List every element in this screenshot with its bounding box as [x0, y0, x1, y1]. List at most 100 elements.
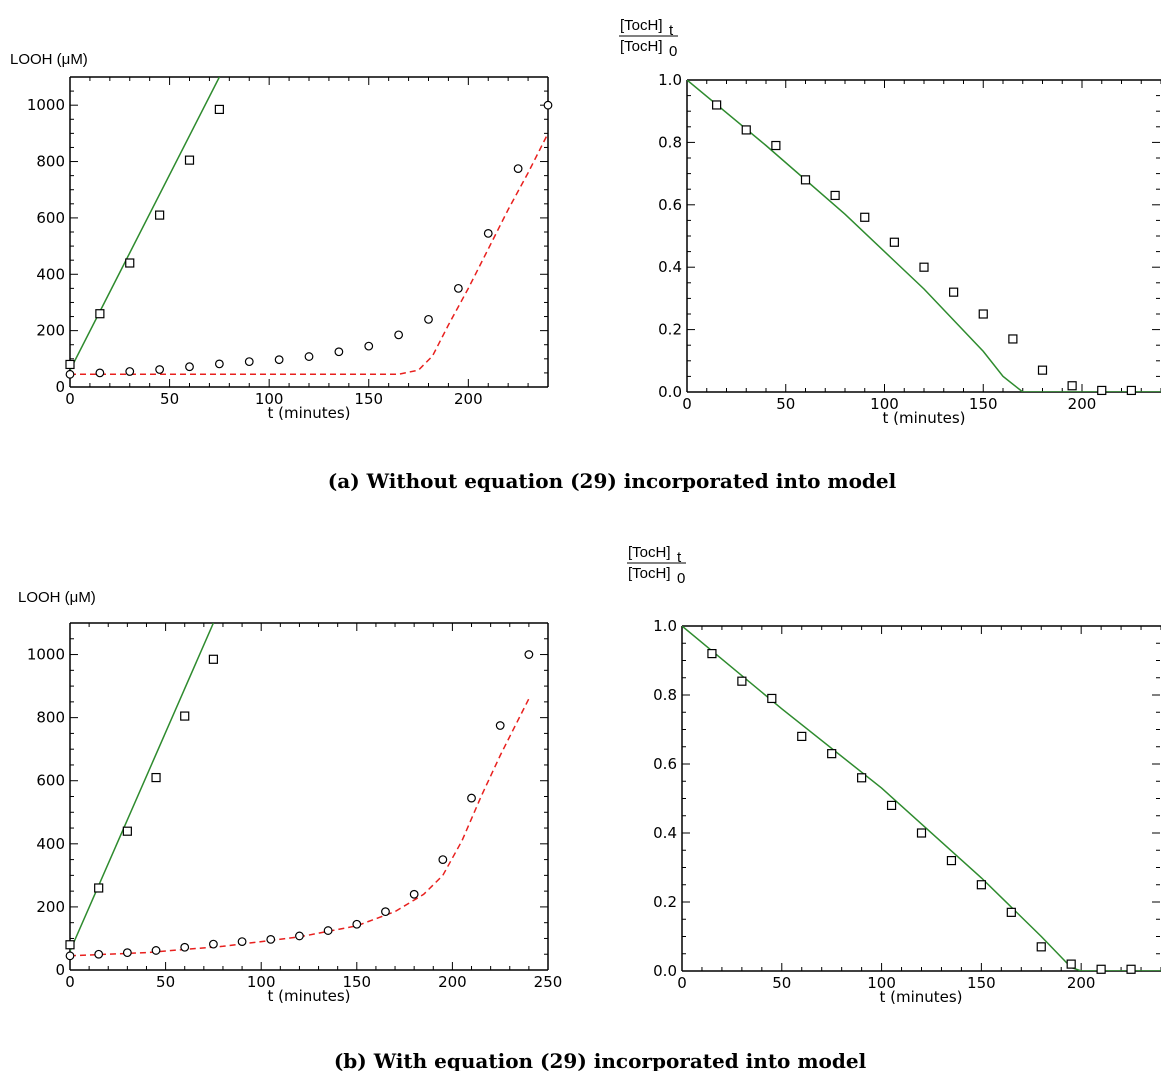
chart-b-left: 0 50 100 150 200 250 0 200 400 600 800 1000 t (minut… — [18, 589, 562, 1005]
y-tick-label: 600 — [36, 209, 65, 227]
chart-a-right: 0 50 100 150 200 0.0 0.2 0.4 0.6 0.8 1.0 t (minutes… — [619, 17, 1161, 427]
x-tick-label: 200 — [454, 390, 483, 408]
x-tick-label: 50 — [156, 973, 175, 991]
data-point-circle — [453, 283, 463, 293]
model-curve-model_green — [70, 623, 215, 952]
x-tick-label: 0 — [65, 973, 75, 991]
data-point-square — [1037, 365, 1048, 375]
data-point-circle — [155, 365, 165, 374]
y-tick-label: 200 — [36, 322, 65, 340]
x-tick-label: 100 — [870, 395, 899, 413]
y-axis-label-denominator: [TocH] — [620, 38, 663, 55]
y-tick-label: 400 — [36, 265, 65, 283]
data-point-square — [1066, 959, 1076, 969]
x-tick-label: 0 — [677, 974, 687, 992]
data-point-circle — [185, 362, 194, 372]
data-point-circle — [237, 937, 247, 947]
data-point-circle — [352, 919, 362, 929]
y-axis-label-numerator-sub: t — [669, 22, 674, 39]
data-point-square — [1008, 334, 1018, 344]
data-point-square — [1126, 385, 1136, 396]
data-point-circle — [424, 314, 433, 324]
x-tick-label: 100 — [247, 973, 276, 991]
x-tick-label: 150 — [969, 395, 998, 413]
data-point-square — [949, 287, 959, 297]
data-point-circle — [122, 948, 132, 958]
data-point-square — [1126, 964, 1136, 974]
data-point-square — [889, 237, 899, 247]
y-tick-label: 0.4 — [658, 258, 682, 276]
model-curve-model_red — [70, 133, 548, 376]
y-tick-label: 600 — [36, 772, 65, 790]
chart-a-left: 0 50 100 150 200 0 200 400 600 800 1000 t (minutes)… — [10, 51, 553, 422]
data-point-square — [737, 676, 747, 686]
data-point-square — [151, 772, 161, 783]
data-point-circle — [208, 939, 218, 949]
data-point-square — [916, 828, 927, 838]
y-tick-label: 1.0 — [658, 71, 682, 89]
y-tick-label: 1000 — [27, 96, 65, 114]
x-axis-label: t (minutes) — [879, 988, 962, 1006]
data-point-square — [65, 940, 75, 950]
data-point-square — [946, 855, 957, 866]
data-point-circle — [495, 721, 505, 730]
y-axis-label: LOOH (μM) — [18, 589, 96, 606]
model-curve-model_green — [70, 77, 221, 371]
y-tick-label: 200 — [36, 898, 65, 916]
data-point-circle — [65, 951, 75, 961]
data-point-square — [1036, 942, 1046, 952]
data-point-circle — [266, 935, 276, 944]
data-point-square — [155, 210, 165, 220]
data-point-circle — [304, 352, 314, 361]
y-tick-label: 0.0 — [653, 962, 677, 980]
model-curve-model_green — [687, 80, 1161, 392]
caption-a: (a) Without equation (29) incorporated i… — [328, 469, 897, 493]
data-point-square — [860, 212, 870, 222]
y-axis-label-denominator: [TocH] — [628, 565, 671, 582]
x-tick-label: 200 — [438, 973, 467, 991]
data-point-circle — [244, 357, 254, 367]
y-axis-label-denominator-sub: 0 — [677, 570, 685, 587]
y-tick-label: 0.6 — [658, 196, 682, 214]
data-point-circle — [364, 341, 374, 351]
data-point-circle — [180, 942, 190, 952]
y-axis-label: LOOH (μM) — [10, 51, 88, 68]
y-tick-label: 0.2 — [653, 893, 677, 911]
data-point-square — [978, 309, 988, 319]
y-tick-label: 1.0 — [653, 617, 677, 635]
data-point-square — [214, 104, 224, 115]
data-point-circle — [125, 367, 135, 376]
data-point-square — [771, 140, 781, 151]
data-point-circle — [94, 949, 104, 959]
x-tick-label: 200 — [1068, 395, 1097, 413]
y-tick-label: 0.4 — [653, 824, 677, 842]
x-tick-label: 150 — [354, 390, 383, 408]
y-tick-label: 0.6 — [653, 755, 677, 773]
x-axis-label: t (minutes) — [267, 404, 350, 422]
y-tick-label: 800 — [36, 709, 65, 727]
data-point-circle — [323, 926, 333, 935]
data-point-square — [857, 773, 867, 783]
data-point-square — [122, 826, 132, 836]
data-point-circle — [65, 369, 75, 379]
data-point-square — [797, 731, 807, 742]
data-point-circle — [524, 650, 534, 659]
x-tick-label: 150 — [967, 974, 996, 992]
data-point-circle — [334, 347, 344, 357]
data-point-circle — [409, 889, 419, 899]
data-point-square — [767, 693, 777, 704]
x-axis-label: t (minutes) — [267, 987, 350, 1005]
data-point-square — [184, 155, 195, 165]
x-tick-label: 50 — [776, 395, 795, 413]
y-tick-label: 1000 — [27, 646, 65, 664]
data-point-circle — [543, 100, 553, 110]
y-axis-label-denominator-sub: 0 — [669, 43, 677, 60]
caption-b: (b) With equation (29) incorporated into… — [334, 1049, 867, 1071]
data-point-circle — [274, 355, 284, 365]
x-axis-label: t (minutes) — [882, 409, 965, 427]
data-point-square — [1006, 907, 1016, 917]
y-tick-label: 0 — [55, 378, 65, 396]
model-curve-model_green — [682, 626, 1161, 971]
data-point-circle — [95, 368, 105, 378]
